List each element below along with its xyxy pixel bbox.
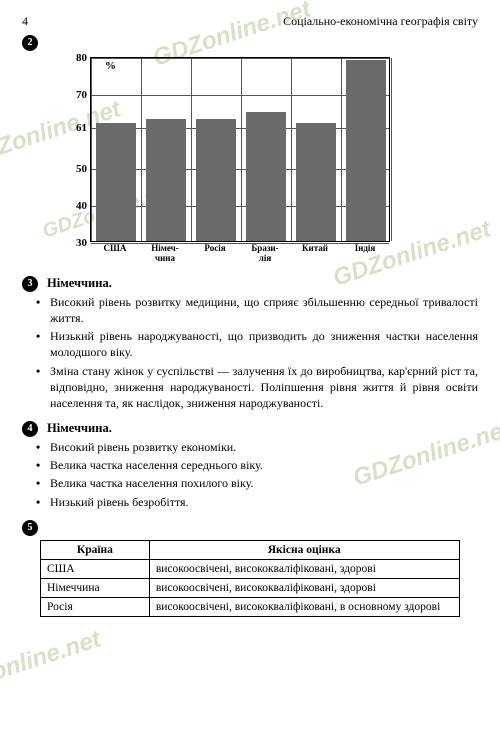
cell-quality: високоосвічені, висококваліфіковані, в о…	[149, 597, 459, 616]
percent-symbol: %	[105, 60, 116, 72]
section-3: 3 Німеччина. Високий рівень розвитку мед…	[22, 276, 478, 411]
table-row: Німеччинависокоосвічені, висококваліфіко…	[41, 578, 460, 597]
gridline-h	[91, 58, 389, 59]
x-tick-label: Індія	[340, 242, 390, 264]
section-3-list: Високий рівень розвитку медицини, що спр…	[40, 294, 478, 411]
list-item: Велика частка населення середнього віку.	[40, 457, 478, 473]
gridline-v	[191, 58, 192, 241]
list-item: Низький рівень народжуваності, що призво…	[40, 328, 478, 360]
cell-quality: високоосвічені, висококваліфіковані, здо…	[149, 559, 459, 578]
gridline-v	[291, 58, 292, 241]
x-tick-label: Німеч-чина	[140, 242, 190, 264]
table-header-country: Країна	[41, 540, 150, 559]
cell-country: Німеччина	[41, 578, 150, 597]
bullet-5: 5	[22, 520, 38, 536]
chart-bar	[246, 112, 286, 242]
chart-bar	[296, 123, 336, 241]
list-item: Високий рівень розвитку медицини, що спр…	[40, 294, 478, 326]
page-header: 4 Соціально-економічна географія світу	[22, 14, 478, 29]
section-4-title: Німеччина.	[47, 421, 112, 436]
table-row: Росіявисокоосвічені, висококваліфіковані…	[41, 597, 460, 616]
x-tick-label: США	[90, 242, 140, 264]
bar-chart: % 304050617080	[90, 57, 390, 242]
gridline-v	[91, 58, 92, 241]
bullet-4: 4	[22, 421, 38, 437]
section-5: 5 Країна Якісна оцінка СШАвисокоосвічені…	[22, 520, 478, 617]
list-item: Зміна стану жінок у суспільстві — залуче…	[40, 363, 478, 412]
chart-bar	[96, 123, 136, 241]
y-tick-label: 30	[76, 237, 91, 249]
section-4: 4 Німеччина. Високий рівень розвитку еко…	[22, 421, 478, 510]
list-item: Велика частка населення похилого віку.	[40, 475, 478, 491]
chart-bar	[196, 119, 236, 241]
gridline-h	[91, 243, 389, 244]
list-item: Високий рівень розвитку економіки.	[40, 439, 478, 455]
x-tick-label: Китай	[290, 242, 340, 264]
x-tick-label: Брази-лія	[240, 242, 290, 264]
page-title: Соціально-економічна географія світу	[283, 14, 478, 29]
list-item: Низький рівень безробіття.	[40, 494, 478, 510]
gridline-v	[341, 58, 342, 241]
x-tick-label: Росія	[190, 242, 240, 264]
section-2: 2	[22, 35, 478, 51]
gridline-h	[91, 95, 389, 96]
y-tick-label: 40	[76, 200, 91, 212]
quality-table: Країна Якісна оцінка СШАвисокоосвічені, …	[40, 540, 460, 617]
bullet-2: 2	[22, 35, 38, 51]
gridline-v	[241, 58, 242, 241]
gridline-v	[141, 58, 142, 241]
section-3-title: Німеччина.	[47, 276, 112, 291]
cell-country: США	[41, 559, 150, 578]
chart-container: % 304050617080 СШАНімеч-чинаРосіяБрази-л…	[70, 57, 390, 264]
y-tick-label: 80	[76, 52, 91, 64]
bullet-3: 3	[22, 276, 38, 292]
watermark: GDZonline.net	[0, 625, 104, 702]
y-tick-label: 70	[76, 89, 91, 101]
cell-quality: високоосвічені, висококваліфіковані, здо…	[149, 578, 459, 597]
table-header-quality: Якісна оцінка	[149, 540, 459, 559]
chart-bar	[146, 119, 186, 241]
chart-bar	[346, 60, 386, 241]
gridline-v	[391, 58, 392, 241]
section-4-list: Високий рівень розвитку економіки. Велика…	[40, 439, 478, 510]
y-tick-label: 61	[76, 122, 91, 134]
page-number: 4	[22, 14, 28, 29]
y-tick-label: 50	[76, 163, 91, 175]
table-row: СШАвисокоосвічені, висококваліфіковані, …	[41, 559, 460, 578]
cell-country: Росія	[41, 597, 150, 616]
x-axis-labels: СШАНімеч-чинаРосіяБрази-ліяКитайІндія	[90, 242, 390, 264]
